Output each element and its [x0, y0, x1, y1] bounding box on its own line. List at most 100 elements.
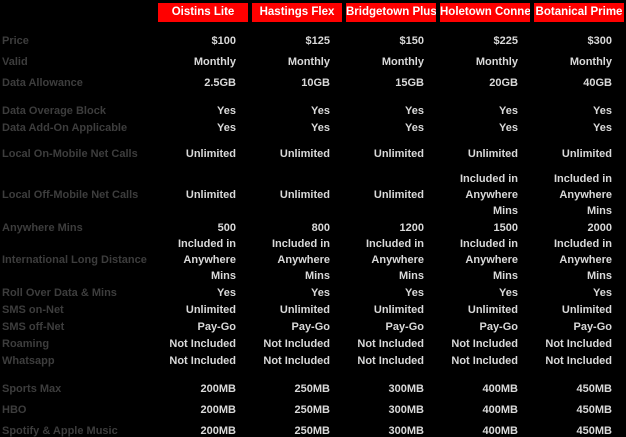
cell: 2000 [587, 221, 612, 234]
cell: Included in Anywhere Mins [553, 238, 612, 282]
cell: Unlimited [279, 189, 330, 201]
cell: 500 [217, 221, 236, 234]
cell: Included in Anywhere Mins [553, 173, 612, 217]
cell: 250MB [294, 403, 330, 416]
cell: 1500 [493, 221, 518, 234]
table-row: Spotify & Apple Music 200MB 250MB 300MB 400M… [0, 420, 626, 437]
cell: Unlimited [373, 189, 424, 201]
cell: Yes [499, 104, 518, 117]
cell: 450MB [576, 403, 612, 416]
cell: $100 [211, 34, 236, 47]
row-label: Spotify & Apple Music [2, 424, 118, 437]
cell: Yes [217, 121, 236, 134]
cell: 10GB [301, 76, 330, 89]
row-label: SMS on-Net [2, 303, 64, 316]
cell: 1200 [399, 221, 424, 234]
cell: 200MB [200, 424, 236, 437]
cell: 40GB [583, 76, 612, 89]
cell: Unlimited [279, 303, 330, 316]
cell: Not Included [263, 337, 330, 350]
row-label: SMS off-Net [2, 320, 65, 333]
cell: 200MB [200, 382, 236, 395]
cell: Not Included [545, 354, 612, 367]
cell: 15GB [395, 76, 424, 89]
row-label: International Long Distance [2, 254, 147, 266]
cell: Monthly [193, 55, 236, 68]
cell: Monthly [475, 55, 518, 68]
table-body: Price $100 $125 $150 $225 $300 Valid Monthly Mon… [0, 30, 626, 437]
plan-header-botanical-prime: Botanical Prime [534, 3, 624, 22]
cell: Pay-Go [573, 320, 612, 333]
cell: 800 [311, 221, 330, 234]
cell: 450MB [576, 382, 612, 395]
cell: $125 [305, 34, 330, 47]
cell: Included in Anywhere Mins [365, 238, 424, 282]
cell: Yes [217, 104, 236, 117]
cell: 20GB [489, 76, 518, 89]
row-label: Roaming [2, 337, 50, 350]
cell: Pay-Go [479, 320, 518, 333]
table-row: Valid Monthly Monthly Monthly Monthly Monthly [0, 51, 626, 72]
row-label: Anywhere Mins [2, 221, 83, 234]
cell: Not Included [263, 354, 330, 367]
row-label: Roll Over Data & Mins [2, 286, 117, 299]
cell: 300MB [388, 424, 424, 437]
table-row: Roll Over Data & Mins Yes Yes Yes Yes Yes [0, 284, 626, 301]
cell: 400MB [482, 424, 518, 437]
row-label: Local On-Mobile Net Calls [2, 147, 138, 160]
table-row: Local Off-Mobile Net Calls Unlimited Unlim… [0, 171, 626, 219]
cell: 300MB [388, 382, 424, 395]
cell: Monthly [569, 55, 612, 68]
cell: Not Included [169, 337, 236, 350]
cell: Not Included [357, 354, 424, 367]
plan-header-bridgetown-plus: Bridgetown Plus [346, 3, 436, 22]
cell: Unlimited [279, 147, 330, 160]
row-label: Whatsapp [2, 354, 55, 367]
cell: Yes [405, 286, 424, 299]
cell: Included in Anywhere Mins [459, 173, 518, 217]
cell: Unlimited [373, 147, 424, 160]
cell: 250MB [294, 424, 330, 437]
cell: 400MB [482, 403, 518, 416]
cell: Yes [405, 104, 424, 117]
cell: Pay-Go [385, 320, 424, 333]
cell: 200MB [200, 403, 236, 416]
table-row: Data Overage Block Yes Yes Yes Yes Yes [0, 102, 626, 119]
row-label: Sports Max [2, 382, 62, 395]
table-row: International Long Distance Included in A… [0, 236, 626, 284]
row-label: Valid [2, 55, 28, 68]
row-label: Data Allowance [2, 76, 83, 89]
cell: 400MB [482, 382, 518, 395]
cell: Yes [593, 286, 612, 299]
cell: Included in Anywhere Mins [459, 238, 518, 282]
plan-header-hastings-flex: Hastings Flex [252, 3, 342, 22]
cell: Not Included [169, 354, 236, 367]
cell: Included in Anywhere Mins [177, 238, 236, 282]
table-row: Anywhere Mins 500 800 1200 1500 2000 [0, 219, 626, 236]
cell: Monthly [287, 55, 330, 68]
row-label: Local Off-Mobile Net Calls [2, 189, 139, 201]
cell: Yes [593, 104, 612, 117]
cell: Not Included [451, 337, 518, 350]
cell: $300 [587, 34, 612, 47]
cell: Yes [217, 286, 236, 299]
cell: Unlimited [467, 147, 518, 160]
table-row: Price $100 $125 $150 $225 $300 [0, 30, 626, 51]
table-row: SMS on-Net Unlimited Unlimited Unlimited Unl… [0, 301, 626, 318]
row-label: Price [2, 34, 29, 47]
plan-header-holetown-connect: Holetown Connect [440, 3, 530, 22]
cell: Unlimited [561, 303, 612, 316]
cell: Not Included [545, 337, 612, 350]
cell: Pay-Go [291, 320, 330, 333]
table-header-row: Oistins Lite Hastings Flex Bridgetown Pl… [0, 2, 626, 23]
cell: Unlimited [561, 147, 612, 160]
table-row: Sports Max 200MB 250MB 300MB 400MB 450MB [0, 378, 626, 399]
cell: Unlimited [373, 303, 424, 316]
cell: 450MB [576, 424, 612, 437]
cell: Yes [499, 286, 518, 299]
cell: Unlimited [185, 189, 236, 201]
cell: Not Included [357, 337, 424, 350]
table-row: Whatsapp Not Included Not Included Not Incl… [0, 352, 626, 369]
cell: Included in Anywhere Mins [271, 238, 330, 282]
